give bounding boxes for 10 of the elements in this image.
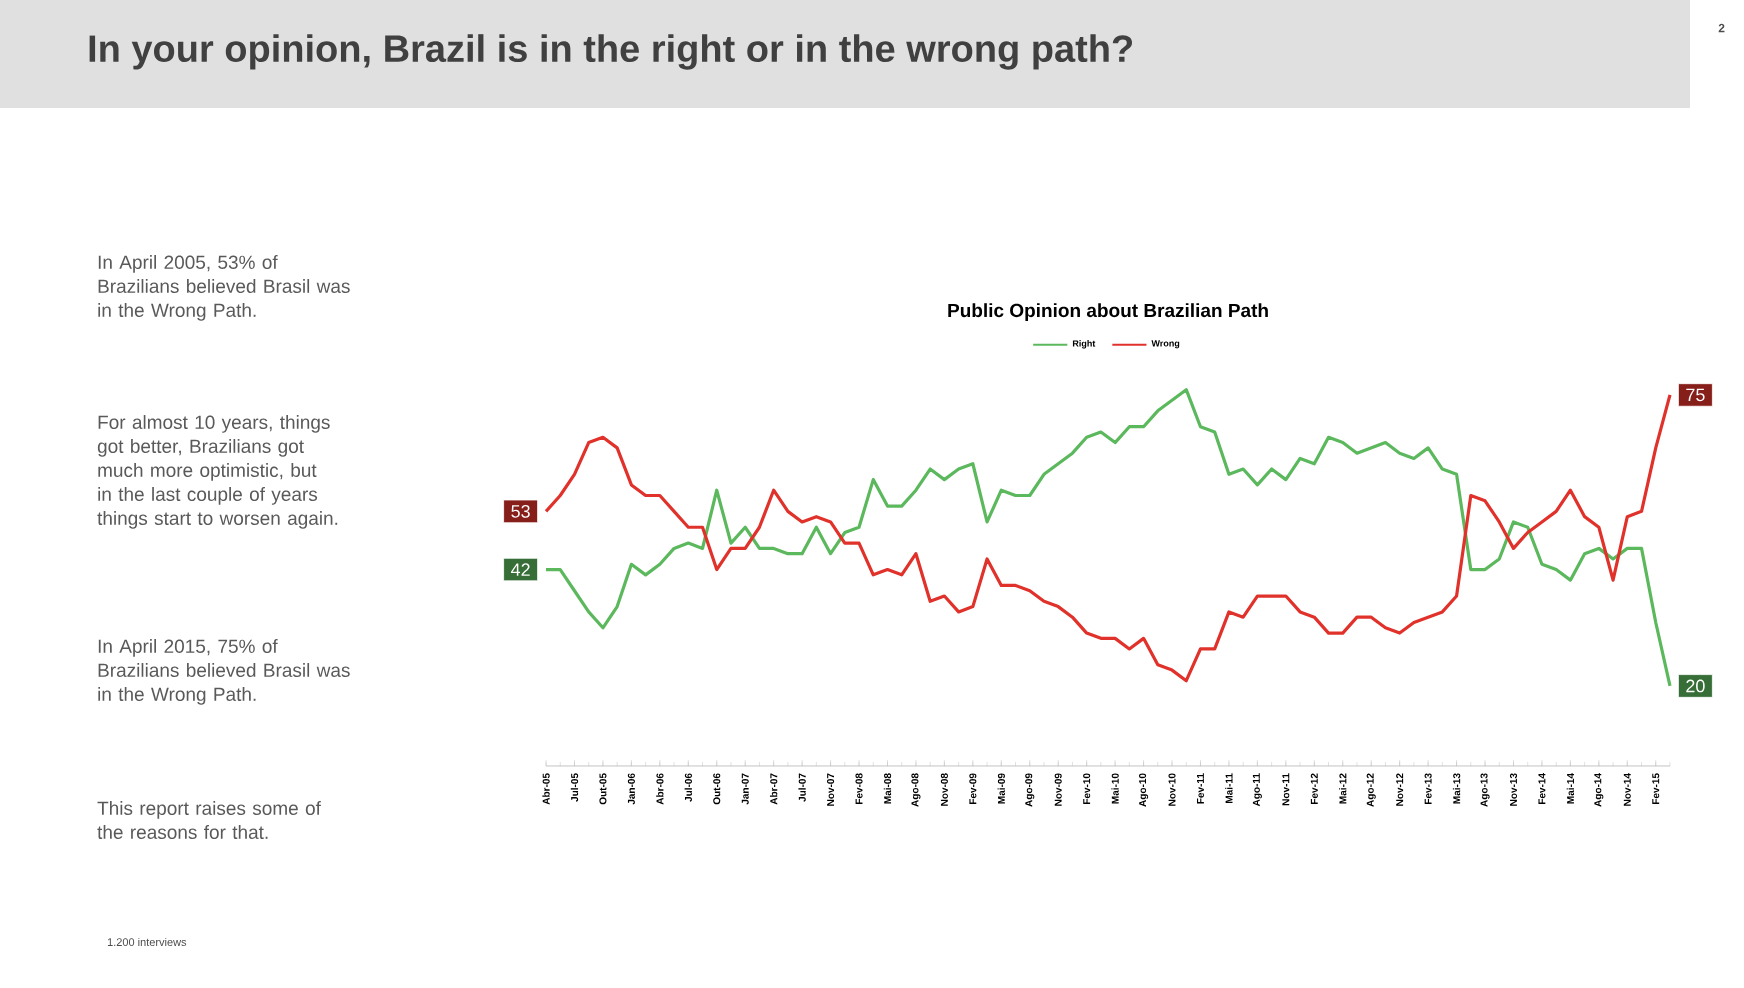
text: This report raises some of the reasons for that. bbox=[97, 801, 321, 839]
data-label: 75 bbox=[1686, 388, 1705, 402]
chart-subtitle: Public Opinion about Brazilian Path bbox=[948, 303, 1268, 321]
data-label: 53 bbox=[511, 504, 530, 518]
data-label: 42 bbox=[511, 563, 530, 576]
text: For almost 10 years, things got better, Brazilians got much more optimistic, but in the last couple of years things start to worsen again. bbox=[97, 415, 338, 529]
text: In April 2015, 75% of Brazilians believed Brasil was in the Wrong Path. bbox=[98, 639, 350, 705]
chart-title: In your opinion, Brazil is in the right or in the wrong path? bbox=[89, 34, 1133, 70]
data-label: 20 bbox=[1686, 679, 1705, 693]
text: In April 2005, 53% of Brazilians believed Brasil was in the Wrong Path. bbox=[98, 255, 350, 321]
